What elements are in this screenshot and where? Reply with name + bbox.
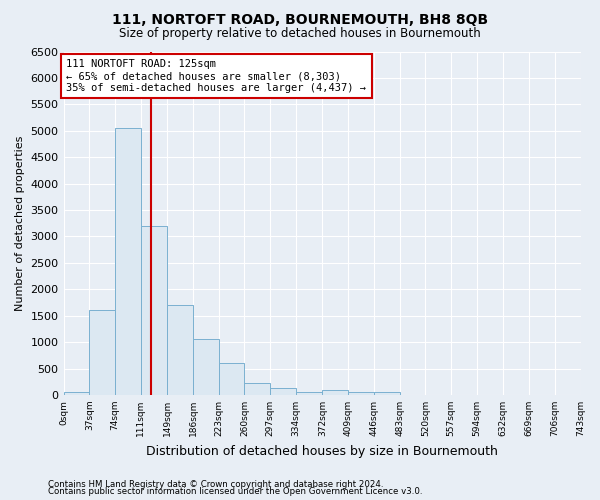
Bar (322, 390, 348, 395)
X-axis label: Distribution of detached houses by size in Bournemouth: Distribution of detached houses by size … (146, 444, 498, 458)
Text: Contains HM Land Registry data © Crown copyright and database right 2024.: Contains HM Land Registry data © Crown c… (48, 480, 383, 489)
Bar (115, 128, 141, 395)
Text: 111 NORTOFT ROAD: 125sqm
← 65% of detached houses are smaller (8,303)
35% of sem: 111 NORTOFT ROAD: 125sqm ← 65% of detach… (67, 60, 367, 92)
Y-axis label: Number of detached properties: Number of detached properties (15, 136, 25, 311)
Bar (89, 310, 115, 395)
Bar (141, 226, 167, 395)
Text: Size of property relative to detached houses in Bournemouth: Size of property relative to detached ho… (119, 28, 481, 40)
Bar (167, 305, 193, 395)
Bar (270, 388, 296, 395)
Bar (348, 392, 374, 395)
Bar (244, 384, 270, 395)
Bar (374, 392, 400, 395)
Bar (64, 392, 89, 395)
Text: Contains public sector information licensed under the Open Government Licence v3: Contains public sector information licen… (48, 488, 422, 496)
Bar (193, 340, 218, 395)
Bar (296, 392, 322, 395)
Text: 111, NORTOFT ROAD, BOURNEMOUTH, BH8 8QB: 111, NORTOFT ROAD, BOURNEMOUTH, BH8 8QB (112, 12, 488, 26)
Bar (218, 363, 244, 395)
